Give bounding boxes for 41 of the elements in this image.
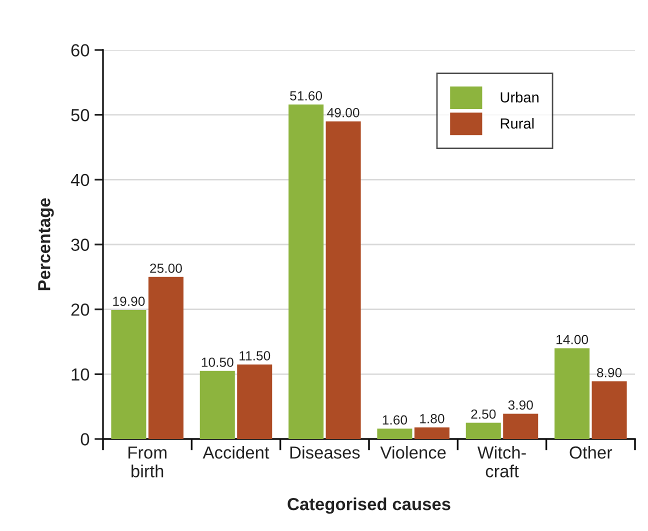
x-tick-label: Accident	[202, 446, 270, 459]
x-tick-label: Violence	[380, 446, 446, 459]
bar	[414, 427, 450, 439]
data-label: 51.60	[290, 91, 322, 100]
bar	[466, 422, 501, 439]
bar	[503, 414, 538, 439]
y-tick-label: 20	[71, 304, 90, 316]
bar	[288, 104, 324, 439]
bar	[377, 428, 412, 439]
x-tick-label: From birth	[128, 446, 166, 478]
data-label: 1.80	[420, 414, 444, 424]
y-tick-label: 40	[70, 174, 90, 186]
y-tick-label: 0	[80, 433, 90, 446]
x-tick-label: Diseases	[290, 446, 360, 459]
y-tick-label: 10	[72, 368, 90, 381]
bar	[148, 276, 184, 439]
data-label: 49.00	[327, 108, 360, 118]
legend-label: Urban	[500, 92, 538, 103]
y-tick-label: 50	[71, 109, 90, 122]
bar	[554, 348, 590, 439]
bar	[326, 121, 361, 439]
bar	[111, 310, 146, 439]
bar	[200, 370, 235, 439]
legend-label: Rural	[500, 118, 534, 129]
data-label: 3.90	[508, 400, 533, 410]
data-label: 10.50	[202, 358, 234, 367]
x-axis-title: Categorised causes	[288, 497, 450, 514]
data-label: 11.50	[240, 351, 270, 360]
y-tick-label: 60	[71, 44, 90, 56]
bar	[237, 364, 272, 439]
data-label: 14.00	[556, 334, 588, 344]
data-label: 8.90	[597, 368, 622, 378]
y-axis-title: Percentage	[38, 198, 54, 290]
data-label: 19.90	[113, 296, 145, 306]
data-label: 1.60	[382, 415, 408, 425]
data-label: 25.00	[150, 264, 182, 273]
y-tick-label: 30	[71, 238, 90, 251]
x-tick-label: Other	[570, 446, 612, 459]
data-label: 2.50	[471, 409, 496, 419]
x-tick-label: Witch- craft	[477, 446, 526, 478]
bar	[592, 381, 627, 439]
